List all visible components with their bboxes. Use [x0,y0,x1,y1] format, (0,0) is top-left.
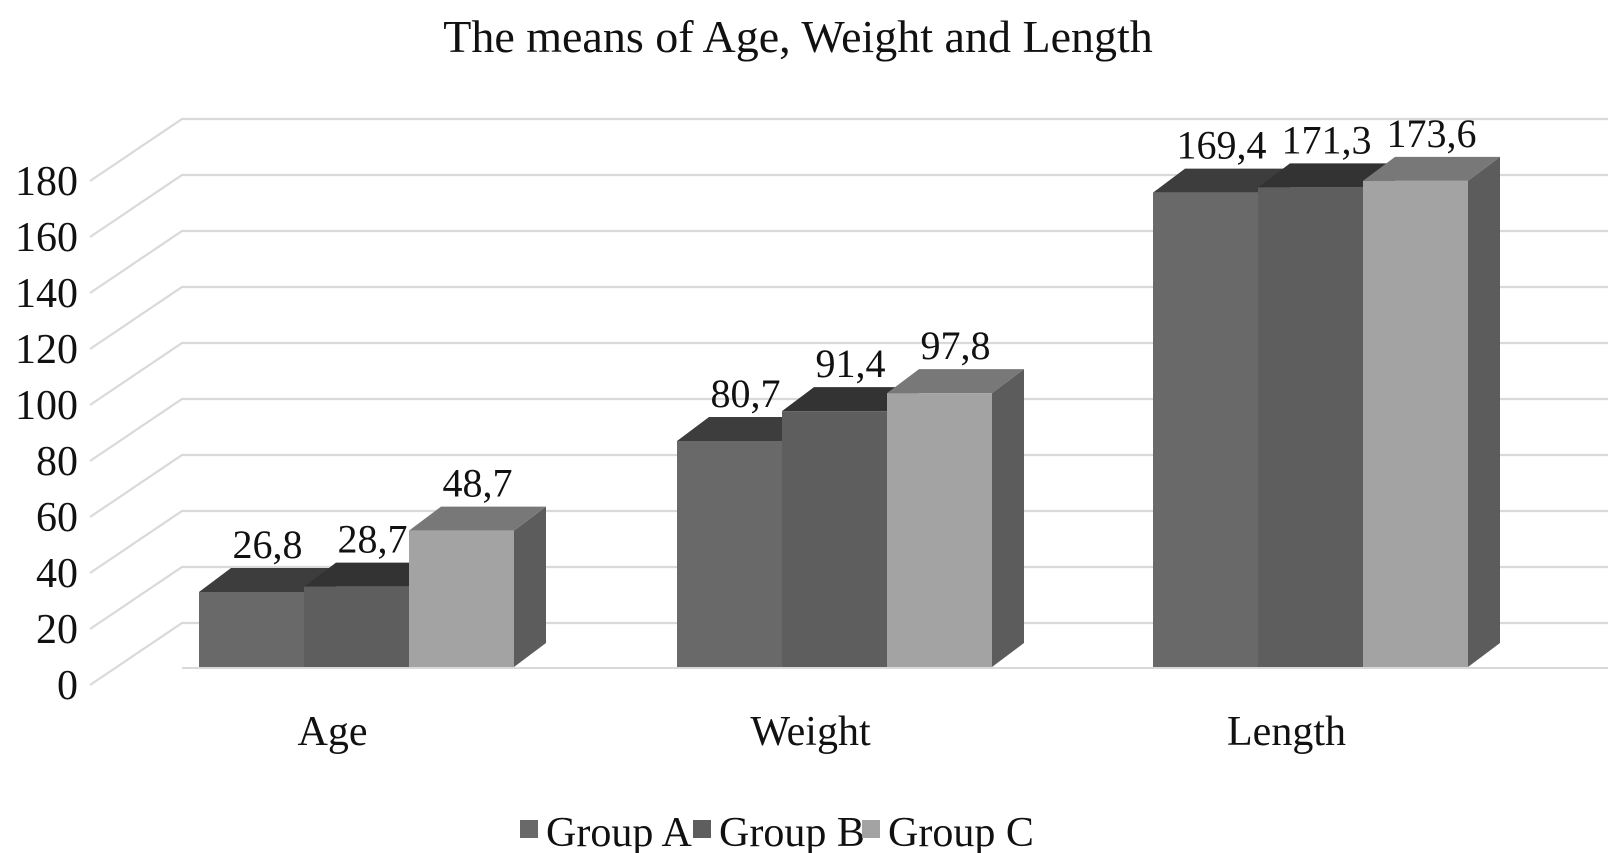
data-label: 91,4 [816,341,886,386]
gridline [89,117,1608,182]
y-axis-tick-label: 140 [15,271,78,317]
y-axis-tick-label: 60 [36,495,78,541]
bar-side-age-group-c [514,506,546,667]
category-label-length: Length [1227,709,1346,755]
category-label-weight: Weight [750,709,871,755]
bar-front-age-group-b [304,586,409,667]
legend-swatch-group-c [862,820,880,838]
gridline [89,397,1608,462]
bar-side-weight-group-c [992,369,1024,667]
gridline [89,341,1608,406]
category-label-age: Age [298,709,368,755]
bar-front-age-group-a [199,591,304,667]
legend-swatch-group-a [520,820,538,838]
bar-front-weight-group-b [782,411,887,667]
data-label: 169,4 [1177,123,1267,168]
bar-top-weight-group-b [782,387,919,412]
gridline [89,621,1608,686]
bar-front-length-group-a [1153,192,1258,667]
data-label: 171,3 [1282,117,1372,162]
gridline [89,229,1608,294]
bar-top-length-group-c [1363,156,1500,181]
legend-label-group-c: Group C [888,810,1034,853]
chart-title: The means of Age, Weight and Length [443,11,1153,62]
y-axis-tick-label: 120 [15,327,78,373]
y-axis-tick-label: 40 [36,551,78,597]
bar-side-length-group-c [1468,156,1500,668]
legend-swatch-group-b [693,820,711,838]
gridline [89,453,1608,518]
bar-front-weight-group-a [677,441,782,667]
bar-front-length-group-b [1258,187,1363,668]
bar-top-length-group-a [1153,168,1290,193]
legend-label-group-a: Group A [546,810,693,853]
bar-front-age-group-c [409,530,514,667]
data-label: 97,8 [921,323,991,368]
bar-top-age-group-a [199,567,336,592]
legend-label-group-b: Group B [719,810,865,853]
bar-front-weight-group-c [887,393,992,667]
y-axis-tick-label: 80 [36,439,78,485]
bar-top-age-group-b [304,562,441,587]
y-axis-tick-label: 20 [36,607,78,653]
data-label: 173,6 [1387,111,1477,156]
gridline [89,565,1608,630]
y-axis-tick-label: 160 [15,215,78,261]
y-axis-tick-label: 0 [57,663,78,709]
data-label: 28,7 [338,517,408,562]
bar-top-weight-group-c [887,369,1024,394]
data-label: 80,7 [711,371,781,416]
y-axis-tick-label: 180 [15,159,78,205]
gridline [89,173,1608,238]
bar-front-length-group-c [1363,180,1468,668]
bar-top-weight-group-a [677,417,814,442]
y-axis-tick-label: 100 [15,383,78,429]
gridline [89,509,1608,574]
bar-top-age-group-c [409,506,546,531]
gridline [89,285,1608,350]
data-label: 26,8 [233,522,303,567]
data-label: 48,7 [443,461,513,506]
bar-top-length-group-b [1258,163,1395,188]
